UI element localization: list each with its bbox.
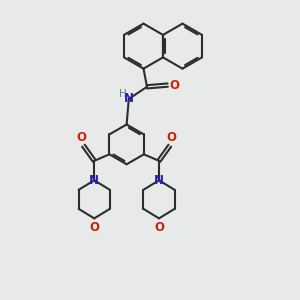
Text: O: O — [167, 131, 177, 144]
Text: N: N — [89, 174, 99, 187]
Text: O: O — [169, 79, 179, 92]
Text: O: O — [89, 221, 99, 234]
Text: H: H — [119, 89, 127, 99]
Text: N: N — [124, 92, 134, 105]
Text: O: O — [154, 221, 164, 234]
Text: O: O — [77, 131, 87, 144]
Text: N: N — [154, 174, 164, 187]
